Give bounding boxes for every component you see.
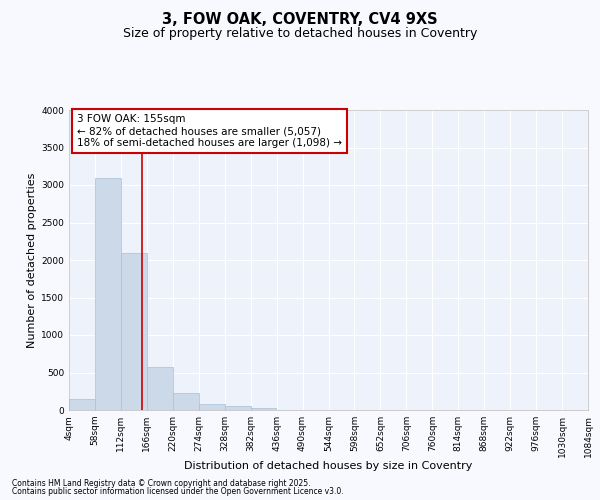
Y-axis label: Number of detached properties: Number of detached properties xyxy=(27,172,37,348)
X-axis label: Distribution of detached houses by size in Coventry: Distribution of detached houses by size … xyxy=(184,461,473,471)
Text: 3 FOW OAK: 155sqm
← 82% of detached houses are smaller (5,057)
18% of semi-detac: 3 FOW OAK: 155sqm ← 82% of detached hous… xyxy=(77,114,342,148)
Bar xyxy=(95,178,121,410)
Bar xyxy=(251,408,277,410)
Bar xyxy=(69,399,95,410)
Bar xyxy=(199,404,224,410)
Text: 3, FOW OAK, COVENTRY, CV4 9XS: 3, FOW OAK, COVENTRY, CV4 9XS xyxy=(162,12,438,28)
Bar xyxy=(225,406,251,410)
Text: Contains HM Land Registry data © Crown copyright and database right 2025.: Contains HM Land Registry data © Crown c… xyxy=(12,478,311,488)
Bar xyxy=(147,366,173,410)
Bar xyxy=(173,393,199,410)
Bar xyxy=(121,252,147,410)
Text: Size of property relative to detached houses in Coventry: Size of property relative to detached ho… xyxy=(123,28,477,40)
Text: Contains public sector information licensed under the Open Government Licence v3: Contains public sector information licen… xyxy=(12,487,344,496)
